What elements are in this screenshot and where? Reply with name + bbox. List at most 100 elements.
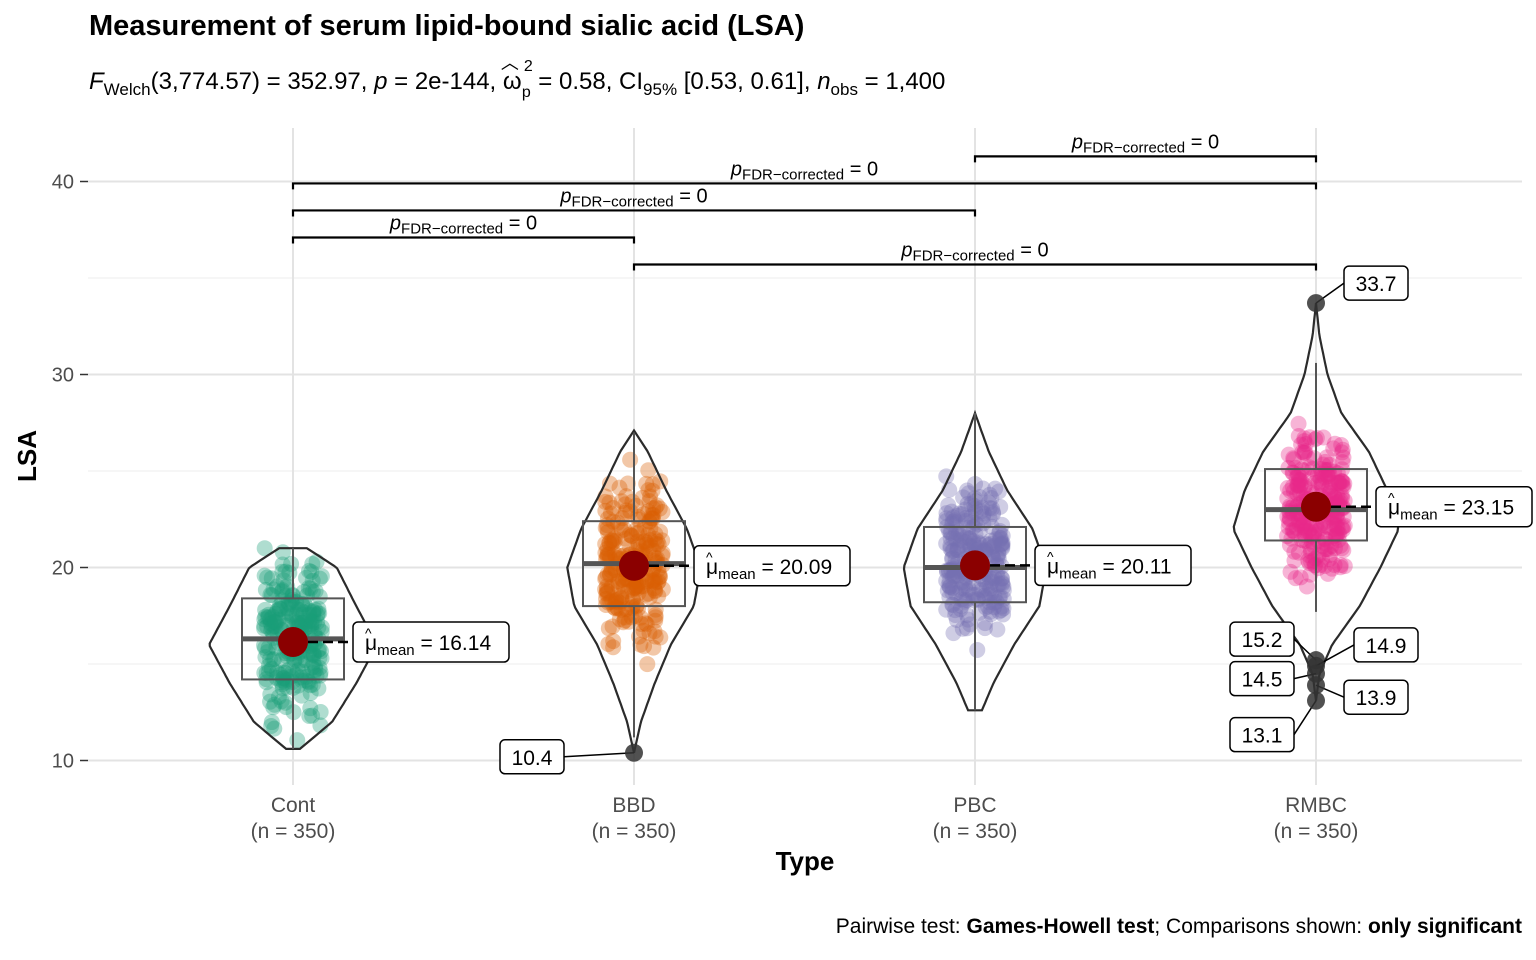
data-point	[273, 674, 290, 691]
data-point	[636, 505, 653, 522]
data-point	[262, 693, 279, 710]
data-point	[599, 583, 616, 600]
data-point	[1325, 512, 1342, 529]
data-point	[938, 601, 955, 618]
data-point	[304, 707, 321, 724]
data-point	[313, 643, 330, 660]
data-point	[647, 606, 664, 623]
comparison-label: pFDR−corrected = 0	[900, 239, 1048, 264]
data-point	[968, 516, 985, 533]
data-point	[598, 582, 615, 599]
data-point	[1292, 477, 1309, 494]
data-point	[620, 583, 637, 600]
data-point	[641, 625, 658, 642]
data-point	[989, 549, 1006, 566]
mean-hat: ^	[1388, 490, 1395, 506]
data-point	[632, 636, 649, 653]
mean-label-box	[693, 545, 851, 587]
violin-outline	[208, 547, 378, 750]
data-point	[993, 570, 1010, 587]
data-point	[986, 569, 1003, 586]
data-point	[989, 568, 1006, 585]
data-point	[1300, 449, 1317, 466]
data-point	[952, 601, 969, 618]
data-point	[944, 543, 961, 560]
data-point	[1288, 469, 1305, 486]
p-label: p	[374, 68, 388, 95]
data-point	[1335, 518, 1352, 535]
data-point	[1316, 541, 1333, 558]
data-point	[1301, 547, 1318, 564]
data-point	[1309, 467, 1326, 484]
data-point	[1326, 540, 1343, 557]
data-point	[1321, 551, 1338, 568]
data-point	[277, 664, 294, 681]
mean-hat: ^	[706, 549, 713, 565]
data-point	[965, 535, 982, 552]
data-point	[306, 658, 323, 675]
data-point	[1296, 444, 1313, 461]
y-axis-title: LSA	[12, 430, 42, 482]
data-point	[942, 524, 959, 541]
data-point	[1331, 474, 1348, 491]
data-point	[641, 589, 658, 606]
data-point	[1296, 443, 1313, 460]
data-point	[262, 686, 279, 703]
data-point	[1336, 475, 1353, 492]
data-point	[977, 536, 994, 553]
data-point	[301, 562, 318, 579]
x-tick-n-label: (n = 350)	[933, 820, 1018, 843]
data-point	[271, 600, 288, 617]
data-point	[958, 582, 975, 599]
data-point	[599, 510, 616, 527]
data-point	[293, 669, 310, 686]
data-point	[1322, 474, 1339, 491]
data-point	[283, 592, 300, 609]
data-point	[1313, 477, 1330, 494]
data-point	[623, 528, 640, 545]
data-point	[1291, 471, 1308, 488]
data-point	[964, 586, 981, 603]
data-point	[974, 499, 991, 516]
data-point	[644, 510, 661, 527]
data-point	[262, 615, 279, 632]
data-point	[637, 533, 654, 550]
data-point	[982, 603, 999, 620]
data-point	[641, 493, 658, 510]
x-tick-n-label: (n = 350)	[1274, 820, 1359, 843]
data-point	[938, 510, 955, 527]
data-point	[1334, 441, 1351, 458]
data-point	[965, 592, 982, 609]
data-point	[603, 532, 620, 549]
data-point	[622, 451, 639, 468]
data-point	[265, 699, 282, 716]
data-point	[1306, 450, 1323, 467]
data-point	[275, 670, 292, 687]
data-point	[957, 512, 974, 529]
data-point	[1285, 522, 1302, 539]
data-point	[302, 700, 319, 717]
data-point	[1280, 459, 1297, 476]
data-point	[274, 544, 291, 561]
data-point	[654, 504, 671, 521]
data-point	[633, 615, 650, 632]
chart-subtitle: FWelch(3,774.57) = 352.97, p = 2e-144, ︿…	[89, 53, 945, 101]
data-point	[624, 493, 641, 510]
data-point	[627, 608, 644, 625]
data-point	[312, 704, 329, 721]
data-point	[616, 612, 633, 629]
data-point	[263, 717, 280, 734]
data-point	[1329, 487, 1346, 504]
data-point	[646, 580, 663, 597]
ci-text: [0.53, 0.61],	[677, 68, 818, 95]
data-point	[1294, 517, 1311, 534]
data-point	[294, 663, 311, 680]
data-point	[275, 670, 292, 687]
data-point	[974, 508, 991, 525]
outlier-label: 14.5	[1242, 669, 1283, 692]
data-point	[1332, 492, 1349, 509]
data-point	[1298, 578, 1315, 595]
data-point	[297, 613, 314, 630]
data-point	[603, 578, 620, 595]
data-point	[990, 545, 1007, 562]
